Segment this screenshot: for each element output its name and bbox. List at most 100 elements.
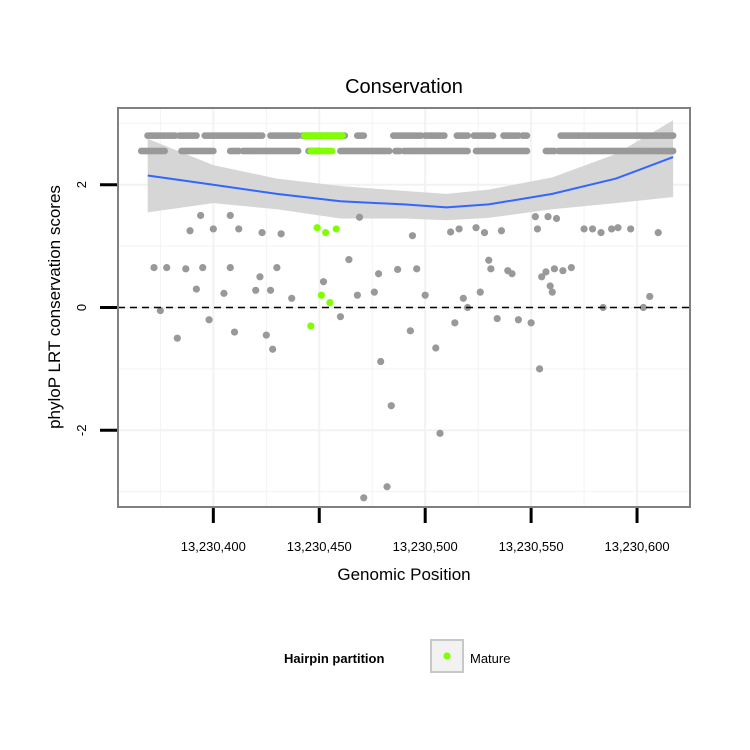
data-point (192, 132, 200, 140)
data-point (413, 265, 421, 273)
data-point (186, 227, 194, 235)
point-layer (150, 211, 662, 502)
data-point (527, 319, 535, 327)
legend: Hairpin partition Mature (284, 639, 510, 673)
data-point (614, 224, 622, 232)
data-point (464, 147, 471, 155)
data-point (336, 313, 345, 321)
data-point (440, 132, 448, 140)
data-point (182, 265, 190, 273)
data-point (542, 268, 550, 276)
data-point (559, 267, 567, 275)
data-point (489, 132, 497, 140)
data-point (258, 229, 266, 237)
data-point (209, 225, 217, 233)
data-point (552, 214, 561, 223)
data-point (669, 147, 677, 155)
data-point (533, 225, 542, 233)
data-point (597, 229, 605, 237)
data-point-mature (322, 229, 330, 237)
data-point (436, 429, 444, 437)
y-axis: -2 0 2 (74, 181, 117, 436)
y-tick-label: 0 (74, 304, 89, 311)
data-point (277, 230, 285, 238)
legend-swatch-mature (443, 652, 451, 660)
data-point (455, 225, 463, 233)
x-tick-label: 13,230,600 (604, 539, 669, 554)
data-point (639, 303, 647, 312)
smooth-line-layer (147, 156, 674, 209)
panel-border (117, 107, 691, 508)
y-tick-label: -2 (74, 425, 89, 437)
x-tick-label: 13,230,500 (393, 539, 458, 554)
data-point (209, 147, 217, 155)
data-point (432, 344, 440, 352)
data-point (226, 211, 234, 220)
data-point (355, 213, 364, 221)
data-point (535, 365, 544, 373)
data-point (235, 225, 243, 233)
data-point (580, 225, 588, 233)
data-point-mature (339, 132, 346, 140)
data-point (262, 331, 270, 339)
data-point (230, 328, 239, 336)
data-point (370, 288, 378, 296)
data-point (476, 288, 484, 296)
data-point (406, 327, 414, 335)
data-point (220, 289, 228, 297)
data-point (266, 286, 275, 294)
data-point (531, 213, 539, 221)
data-point (269, 345, 277, 353)
data-point (408, 232, 417, 240)
x-axis: 13,230,400 13,230,450 13,230,500 13,230,550… (181, 508, 670, 554)
x-tick-label: 13,230,450 (287, 539, 352, 554)
data-point (654, 229, 662, 237)
chart-title: Conservation (345, 76, 463, 98)
data-point (459, 294, 467, 302)
data-point (173, 334, 181, 342)
data-point (514, 316, 523, 324)
data-point (546, 282, 554, 290)
data-point (192, 285, 200, 293)
data-point-mature (326, 298, 334, 307)
data-point (480, 229, 489, 237)
y-axis-title: phyloP LRT conservation scores (45, 185, 64, 429)
data-point (523, 132, 531, 140)
data-point (319, 278, 328, 286)
data-point (523, 147, 531, 155)
data-point (150, 264, 158, 272)
data-point-mature (317, 291, 325, 299)
data-point-mature (328, 147, 336, 155)
legend-label-mature: Mature (470, 651, 510, 666)
data-point-mature (332, 225, 340, 233)
data-point (256, 273, 264, 281)
data-point (161, 147, 169, 155)
data-point (451, 319, 459, 327)
legend-key-box (430, 639, 464, 673)
plot-panel (117, 107, 691, 508)
data-point (548, 288, 556, 296)
data-point (608, 225, 616, 233)
data-point (385, 147, 393, 155)
data-point (493, 314, 501, 323)
data-point (394, 265, 402, 274)
data-point (669, 132, 677, 140)
data-point (258, 132, 266, 140)
score-band-layer (137, 132, 677, 155)
data-point (294, 147, 302, 155)
y-tick-label: 2 (74, 181, 89, 188)
data-point (387, 402, 395, 410)
data-point (421, 291, 429, 299)
data-point (472, 224, 480, 232)
data-point (538, 273, 546, 281)
data-point-mature (307, 322, 315, 330)
smooth-line (147, 156, 674, 209)
data-point (226, 264, 234, 272)
data-point-mature (313, 224, 321, 232)
data-point (360, 494, 368, 502)
data-point (163, 264, 171, 272)
data-point (588, 225, 597, 233)
data-point (646, 292, 654, 301)
data-point (464, 132, 471, 140)
